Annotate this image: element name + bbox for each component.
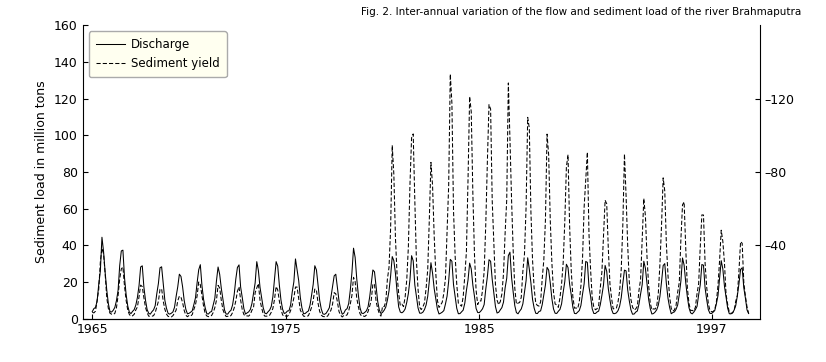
Discharge: [552, 311, 562, 316]
Discharge: [308, 282, 318, 286]
Discharge: [681, 281, 691, 285]
Discharge: [286, 303, 296, 307]
Legend: Discharge, Sediment yield: Discharge, Sediment yield: [88, 31, 227, 77]
Line: Sediment yield: Sediment yield: [93, 74, 748, 317]
Discharge: [320, 312, 330, 316]
Sediment yield: [321, 315, 331, 319]
Discharge: [571, 312, 581, 316]
Discharge: [88, 310, 97, 314]
Sediment yield: [88, 310, 97, 315]
Discharge: [97, 235, 107, 239]
Sediment yield: [306, 305, 316, 310]
Line: Discharge: Discharge: [93, 237, 748, 314]
Discharge: [455, 311, 465, 316]
Sediment yield: [571, 306, 581, 310]
Text: Fig. 2. Inter-annual variation of the flow and sediment load of the river Brahma: Fig. 2. Inter-annual variation of the fl…: [361, 7, 801, 17]
Sediment yield: [552, 303, 562, 307]
Sediment yield: [284, 312, 294, 317]
Sediment yield: [681, 246, 691, 250]
Sediment yield: [455, 303, 465, 307]
Y-axis label: Sediment load in million tons: Sediment load in million tons: [36, 81, 48, 263]
Sediment yield: [743, 311, 753, 316]
Discharge: [743, 311, 753, 316]
Sediment yield: [445, 72, 455, 76]
